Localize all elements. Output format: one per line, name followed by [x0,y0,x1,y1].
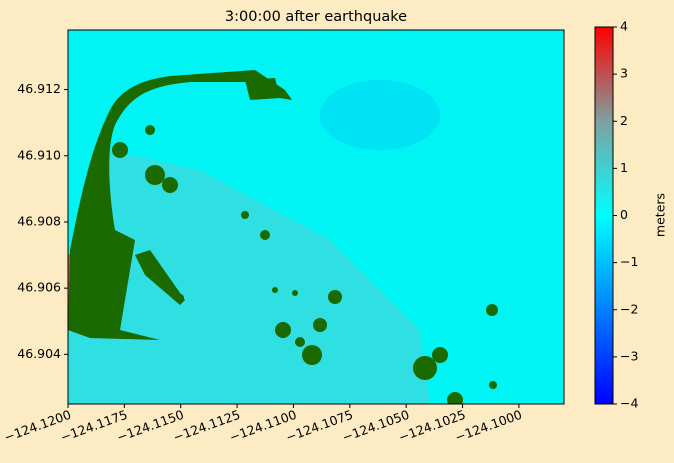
colorbar-tick-label: 2 [620,113,628,128]
y-tick-label: 46.904 [17,346,61,361]
land [302,345,322,365]
land [162,177,178,193]
land [275,322,291,338]
y-tick-label: 46.912 [17,81,61,96]
land [260,230,270,240]
land [245,78,280,100]
colorbar-label: meters [653,193,668,237]
depression [320,80,440,150]
land [447,392,463,404]
colorbar-tick-label: 1 [620,160,628,175]
colorbar-tick-label: −2 [620,301,638,316]
colorbar-tick-label: 3 [620,66,628,81]
land [135,250,185,305]
colorbar-tick-label: −4 [620,396,638,411]
colorbar [594,26,614,405]
land [432,347,448,363]
land [295,337,305,347]
colorbar-tick-label: 0 [620,207,628,222]
y-tick-label: 46.910 [17,147,61,162]
land [328,290,342,304]
land [176,294,184,302]
land [68,70,292,340]
land [292,290,298,296]
plot-frame [67,29,565,405]
colorbar-tick-label: −3 [620,348,638,363]
y-tick-label: 46.908 [17,213,61,228]
land [145,165,165,185]
colorbar-tick-label: 4 [620,19,628,34]
field [68,30,564,404]
land [272,287,278,293]
chart-title: 3:00:00 after earthquake [225,9,407,25]
land [413,356,437,380]
land [112,142,128,158]
land [489,381,497,389]
shallow-area [68,150,430,404]
land [241,211,249,219]
land [313,318,327,332]
y-tick-label: 46.906 [17,280,61,295]
colorbar-tick-label: −1 [620,254,638,269]
land [145,125,155,135]
land [486,304,498,316]
